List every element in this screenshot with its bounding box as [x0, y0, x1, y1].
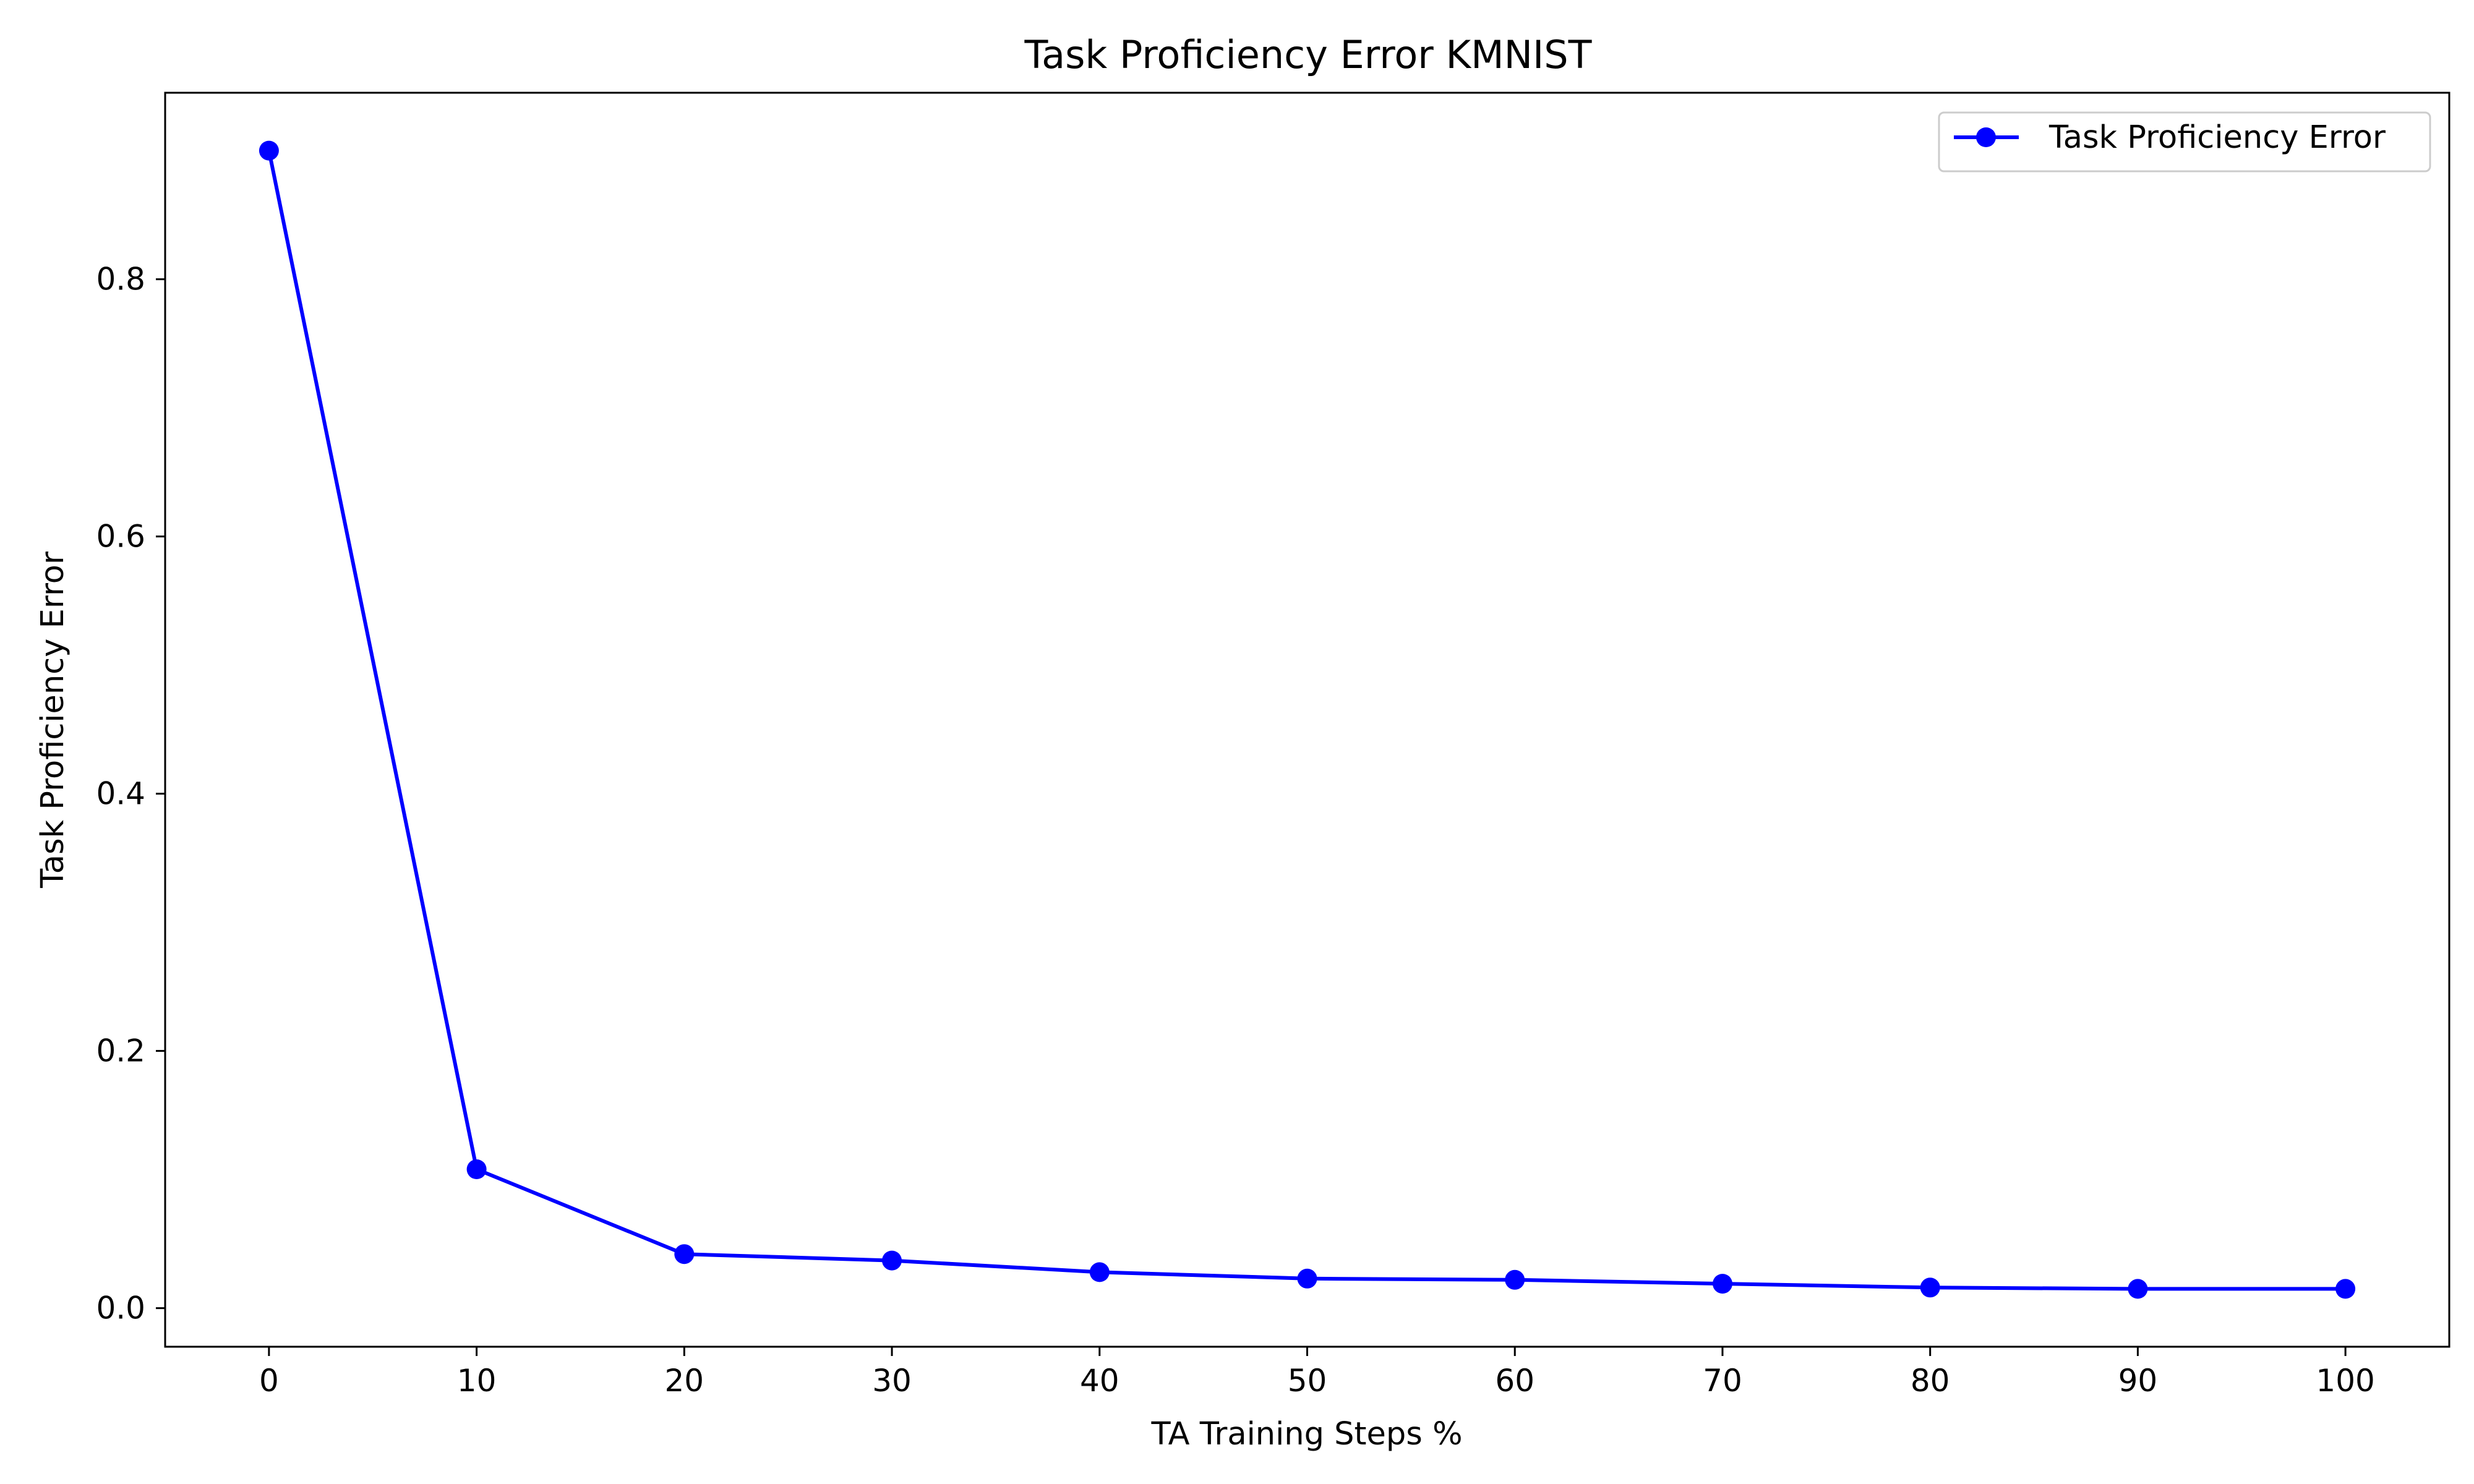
y-axis-label: Task Proficiency Error [35, 552, 71, 889]
data-point [259, 140, 279, 161]
x-tick-label: 40 [1080, 1363, 1119, 1399]
series-layer [259, 140, 2356, 1299]
data-point [2335, 1279, 2356, 1299]
y-tick-label: 0.4 [96, 776, 145, 812]
tick-layer: 0 10 20 30 40 50 60 70 80 90 100 0.0 0.2 0.4 0.6 0.8 [96, 262, 2374, 1399]
y-tick-label: 0.0 [96, 1290, 145, 1326]
data-point [1505, 1269, 1525, 1290]
data-point [1089, 1262, 1110, 1282]
plot-frame [164, 92, 2450, 1348]
x-tick-label: 20 [665, 1363, 704, 1399]
x-tick-label: 80 [1911, 1363, 1950, 1399]
legend-label: Task Proficiency Error [2048, 119, 2386, 156]
x-tick-label: 0 [259, 1363, 279, 1399]
legend-box [1938, 111, 2431, 173]
data-point [1297, 1268, 1317, 1289]
y-tick-label: 0.2 [96, 1033, 145, 1069]
x-tick-label: 30 [872, 1363, 912, 1399]
x-tick-label: 90 [2118, 1363, 2158, 1399]
data-point [674, 1244, 695, 1264]
y-tick-label: 0.6 [96, 519, 145, 555]
x-tick-label: 70 [1703, 1363, 1742, 1399]
data-point [2128, 1279, 2148, 1299]
y-tick-label: 0.8 [96, 262, 145, 297]
x-tick-label: 10 [457, 1363, 497, 1399]
x-tick-label: 60 [1495, 1363, 1534, 1399]
data-point [466, 1159, 487, 1179]
x-axis-label: TA Training Steps % [1150, 1416, 1462, 1452]
data-point [1920, 1277, 1940, 1298]
x-tick-label: 100 [2316, 1363, 2374, 1399]
data-point [882, 1250, 902, 1271]
chart-title: Task Proficiency Error KMNIST [1024, 32, 1592, 77]
legend-marker-swatch [1976, 127, 1996, 147]
data-point [1713, 1274, 1732, 1294]
x-tick-label: 50 [1288, 1363, 1327, 1399]
legend: Task Proficiency Error [1938, 111, 2431, 173]
